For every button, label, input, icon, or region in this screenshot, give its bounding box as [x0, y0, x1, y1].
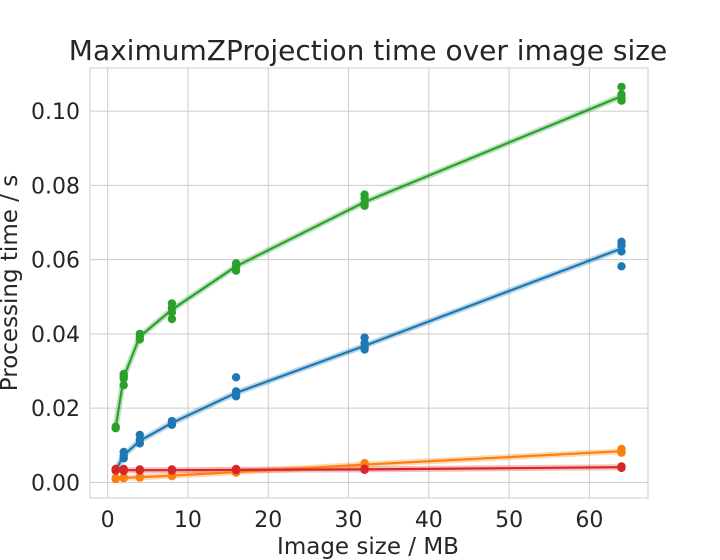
plot-frame	[89, 67, 649, 499]
data-point-series-3	[167, 308, 177, 317]
y-ticks: 0.00 0.02 0.04 0.06 0.08 0.10	[31, 100, 80, 496]
data-point-series-1	[231, 373, 241, 382]
x-tick-label: 60	[575, 508, 603, 533]
y-tick-label: 0.00	[31, 471, 80, 496]
x-tick-label: 40	[415, 508, 443, 533]
y-tick-label: 0.02	[31, 397, 80, 422]
data-point-series-1	[135, 439, 144, 448]
data-point-series-4	[111, 466, 120, 475]
chart-title: MaximumZProjection time over image size	[69, 34, 667, 67]
data-point-series-3	[167, 314, 177, 324]
data-point-series-1	[617, 247, 626, 256]
mean-lines	[114, 95, 623, 480]
data-point-series-1	[167, 420, 177, 429]
data-point-series-4	[167, 466, 177, 475]
data-point-series-3	[617, 96, 626, 105]
data-point-series-2	[617, 448, 626, 457]
x-tick-label: 30	[335, 508, 363, 533]
data-point-series-4	[617, 463, 626, 473]
data-points	[111, 82, 626, 484]
data-point-series-3	[360, 201, 369, 210]
data-point-series-3	[119, 374, 128, 383]
grid	[90, 68, 648, 498]
data-point-series-1	[360, 345, 369, 354]
mean-line-1	[114, 247, 623, 472]
x-tick-label: 20	[254, 508, 282, 533]
confidence-band-1	[112, 245, 625, 474]
y-axis-label: Processing time / s	[0, 175, 23, 391]
x-tick-label: 10	[174, 508, 202, 533]
data-point-series-1	[617, 262, 626, 271]
x-ticks: 0 10 20 30 40 50 60	[101, 508, 604, 533]
data-point-series-2	[135, 473, 144, 482]
data-point-series-1	[231, 392, 241, 401]
data-point-series-3	[135, 335, 144, 344]
data-point-series-3	[119, 380, 128, 390]
mean-line-3	[114, 95, 623, 429]
y-tick-label: 0.10	[31, 100, 80, 125]
x-tick-label: 0	[101, 508, 115, 533]
data-point-series-1	[617, 241, 626, 250]
data-point-series-4	[119, 466, 128, 476]
y-tick-label: 0.06	[31, 249, 80, 274]
data-point-series-3	[231, 266, 241, 275]
data-point-series-4	[360, 465, 369, 474]
data-point-series-4	[135, 466, 144, 475]
data-point-series-3	[617, 82, 626, 92]
y-tick-label: 0.04	[31, 323, 80, 348]
data-point-series-4	[231, 466, 241, 475]
confidence-bands	[112, 93, 625, 482]
x-tick-label: 50	[495, 508, 523, 533]
data-point-series-3	[111, 424, 120, 433]
x-axis-label: Image size / MB	[277, 534, 459, 560]
data-point-series-2	[119, 474, 128, 483]
data-point-series-2	[111, 474, 120, 484]
data-point-series-1	[119, 454, 128, 463]
y-tick-label: 0.08	[31, 174, 80, 199]
confidence-band-3	[112, 93, 625, 431]
